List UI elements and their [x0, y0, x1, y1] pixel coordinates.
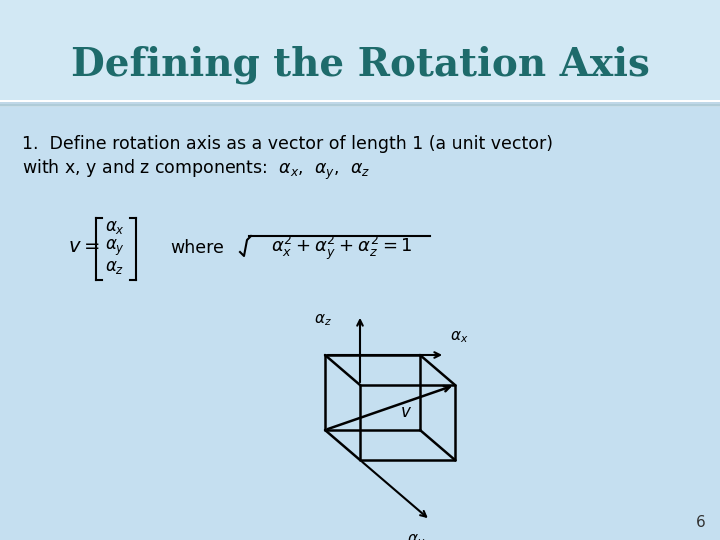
Text: $\alpha_x^2 + \alpha_y^2 + \alpha_z^2 = 1$: $\alpha_x^2 + \alpha_y^2 + \alpha_z^2 = … [271, 234, 413, 262]
Text: $\alpha_y$: $\alpha_y$ [407, 532, 425, 540]
Text: $v=$: $v=$ [68, 238, 99, 256]
Text: with x, y and z components:  $\alpha_x$,  $\alpha_y$,  $\alpha_z$: with x, y and z components: $\alpha_x$, … [22, 158, 370, 182]
Bar [0, 104, 720, 105]
Bar [0, 100, 720, 102]
Text: $\alpha_x$: $\alpha_x$ [105, 219, 125, 237]
Bar [0, 0, 720, 100]
Bar [0, 105, 720, 107]
Text: 6: 6 [696, 515, 706, 530]
Text: $v$: $v$ [400, 404, 412, 421]
Text: $\alpha_x$: $\alpha_x$ [450, 329, 469, 345]
Text: $\alpha_z$: $\alpha_z$ [105, 260, 125, 276]
Text: 1.  Define rotation axis as a vector of length 1 (a unit vector): 1. Define rotation axis as a vector of l… [22, 135, 553, 153]
Text: Defining the Rotation Axis: Defining the Rotation Axis [71, 46, 649, 84]
Text: $\alpha_y$: $\alpha_y$ [105, 238, 125, 258]
Bar [0, 102, 720, 104]
Text: where: where [170, 239, 224, 257]
Bar [0, 107, 720, 109]
Text: $\alpha_z$: $\alpha_z$ [314, 312, 332, 328]
